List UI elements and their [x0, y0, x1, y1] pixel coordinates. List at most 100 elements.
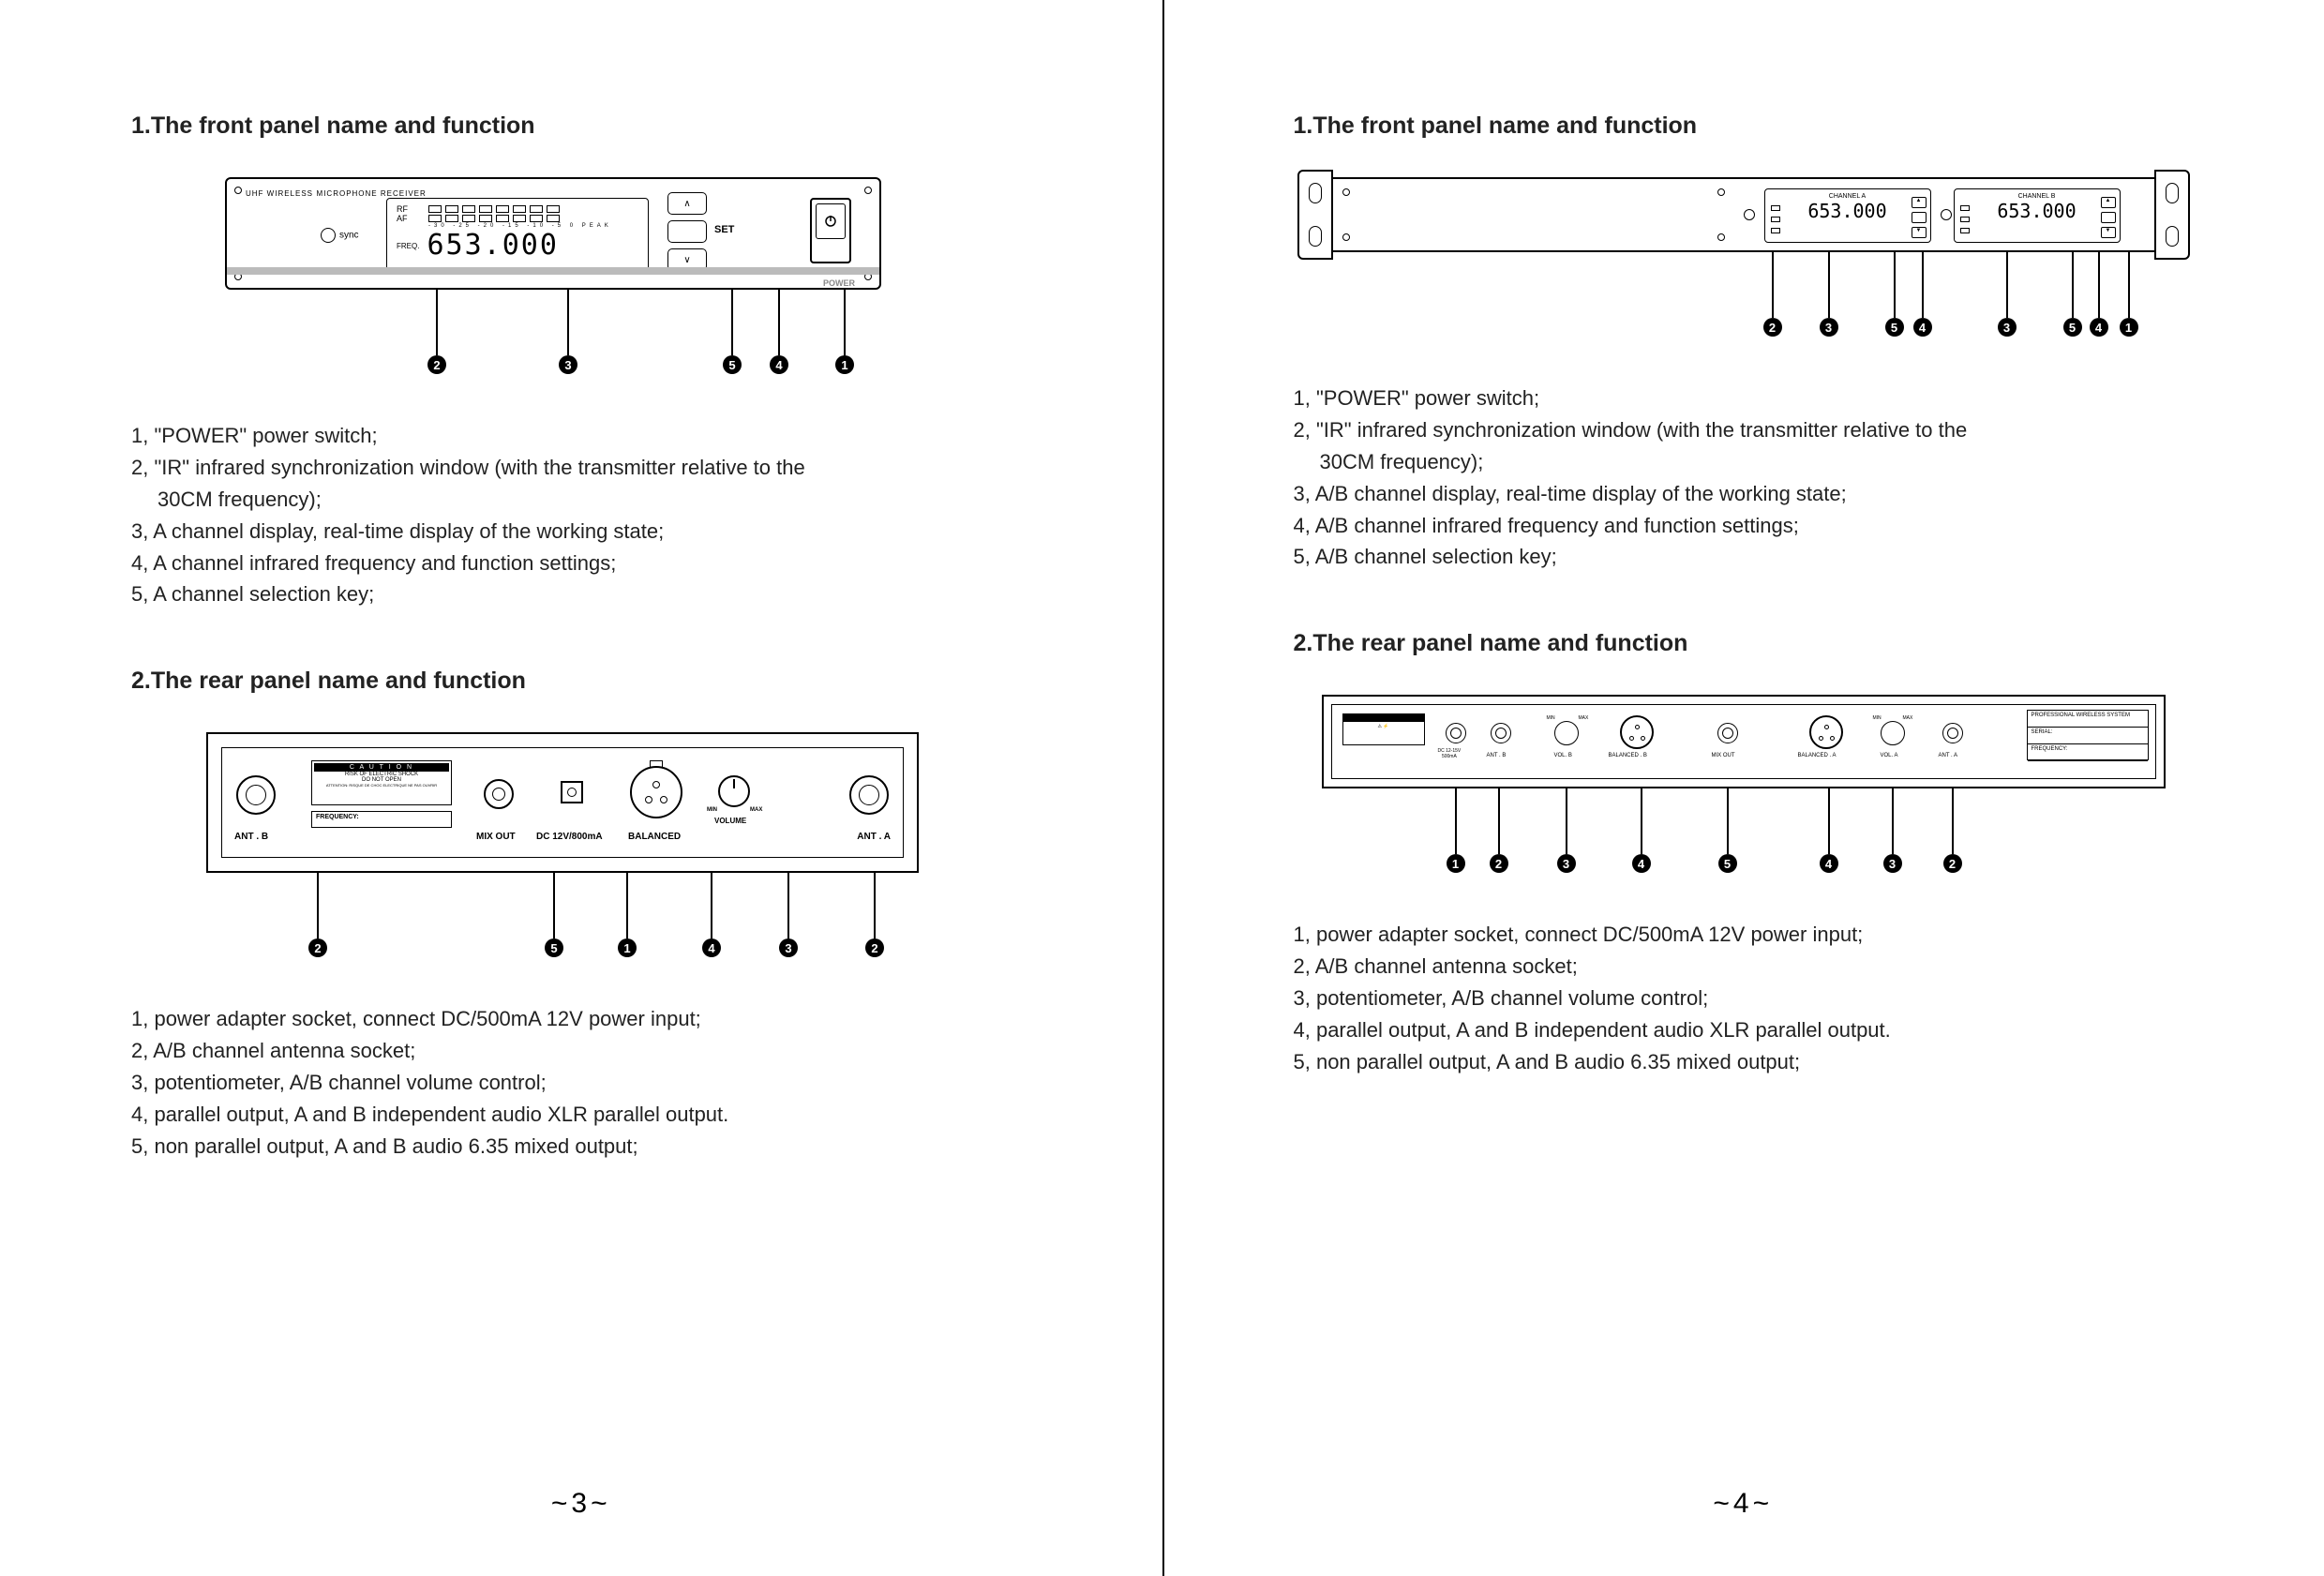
list-item: 5, non parallel output, A and B audio 6.… — [131, 1132, 1031, 1162]
callout-line — [567, 290, 569, 355]
callout-dot: 4 — [1820, 854, 1838, 873]
callout-line — [1772, 252, 1774, 318]
front-panel-1-zone: UHF WIRELESS MICROPHONE RECEIVER sync RF… — [150, 177, 1031, 383]
list-item: 3, A/B channel display, real-time displa… — [1294, 479, 2194, 509]
rack-ear-right — [2154, 170, 2190, 260]
front-panel-2-zone: CHANNEL A 653.000 ▲▼ CHANNEL B 653.000 ▲… — [1312, 177, 2194, 346]
section-2-title-r: 2.The rear panel name and function — [1294, 630, 2194, 657]
list-item: 1, power adapter socket, connect DC/500m… — [1294, 920, 2194, 950]
callout-line — [787, 873, 789, 938]
section-1-title-r: 1.The front panel name and function — [1294, 113, 2194, 140]
rear-panel-2: ⚠ ⚡ DC 12-15V500mA ANT . B VOL. B MIN MA… — [1322, 695, 2166, 788]
callout-dot: 5 — [1885, 318, 1904, 337]
front-callouts-2: 23543541 — [1331, 252, 2194, 346]
sync-a-icon — [1744, 209, 1755, 220]
callout-line — [2098, 252, 2100, 318]
channel-a-display: CHANNEL A 653.000 ▲▼ — [1764, 188, 1931, 243]
page-number-right: ~4~ — [1713, 1488, 1773, 1520]
up-button[interactable]: ∧ — [667, 192, 707, 215]
rack-ear-left — [1297, 170, 1333, 260]
power-switch[interactable] — [810, 198, 851, 263]
list-item: 2, "IR" infrared synchronization window … — [131, 453, 1031, 483]
list-item: 5, non parallel output, A and B audio 6.… — [1294, 1047, 2194, 1077]
callout-line — [711, 873, 712, 938]
front-list-1: 1, "POWER" power switch;2, "IR" infrared… — [131, 421, 1031, 609]
list-item: 4, parallel output, A and B independent … — [1294, 1015, 2194, 1045]
mix-out-2 — [1717, 723, 1738, 743]
list-item: 2, A/B channel antenna socket; — [1294, 952, 2194, 982]
rear-list-1: 1, power adapter socket, connect DC/500m… — [131, 1004, 1031, 1161]
lcd-display: RF AF -30 -25 -20 -15 -10 -5 0 PEAK FREQ… — [386, 198, 649, 273]
callout-line — [1828, 252, 1830, 318]
callout-dot: 2 — [1943, 854, 1962, 873]
set-label: SET — [714, 224, 734, 235]
list-item: 4, parallel output, A and B independent … — [131, 1100, 1031, 1130]
rear-callouts-2: 12345432 — [1322, 788, 2184, 882]
section-2-title: 2.The rear panel name and function — [131, 668, 1031, 695]
callout-line — [1828, 788, 1830, 854]
chan-a-buttons[interactable]: ▲▼ — [1912, 197, 1927, 238]
callout-dot: 4 — [1913, 318, 1932, 337]
callout-line — [778, 290, 780, 355]
vol-b-knob[interactable] — [1554, 721, 1579, 745]
list-item: 3, A channel display, real-time display … — [131, 517, 1031, 547]
callout-line — [2072, 252, 2074, 318]
callout-dot: 2 — [1490, 854, 1508, 873]
list-item: 30CM frequency); — [131, 485, 1031, 515]
callout-dot: 5 — [723, 355, 742, 374]
sync-b-icon — [1941, 209, 1952, 220]
callout-dot: 5 — [545, 938, 563, 957]
callout-line — [317, 873, 319, 938]
info-box: PROFESSIONAL WIRELESS SYSTEM SERIAL: FRE… — [2027, 710, 2149, 760]
callout-dot: 1 — [1447, 854, 1465, 873]
set-button[interactable] — [667, 220, 707, 243]
section-1-title: 1.The front panel name and function — [131, 113, 1031, 140]
vol-a-knob[interactable] — [1881, 721, 1905, 745]
list-item: 1, "POWER" power switch; — [131, 421, 1031, 451]
callout-line — [1922, 252, 1924, 318]
list-item: 5, A/B channel selection key; — [1294, 542, 2194, 572]
callout-dot: 1 — [2120, 318, 2138, 337]
callout-line — [1455, 788, 1457, 854]
callout-line — [553, 873, 555, 938]
callout-line — [1498, 788, 1500, 854]
callout-dot: 2 — [308, 938, 327, 957]
list-item: 3, potentiometer, A/B channel volume con… — [131, 1068, 1031, 1098]
page-right: 1.The front panel name and function CHAN… — [1162, 0, 2324, 1576]
callout-line — [1727, 788, 1729, 854]
rear-panel-2-zone: ⚠ ⚡ DC 12-15V500mA ANT . B VOL. B MIN MA… — [1312, 695, 2194, 882]
callout-dot: 4 — [1632, 854, 1651, 873]
list-item: 1, power adapter socket, connect DC/500m… — [131, 1004, 1031, 1034]
nav-buttons: ∧ ∨ — [667, 192, 707, 277]
callout-line — [844, 290, 846, 355]
front-list-2: 1, "POWER" power switch;2, "IR" infrared… — [1294, 383, 2194, 572]
xlr-jack — [630, 766, 682, 818]
page-number-left: ~3~ — [551, 1488, 611, 1520]
list-item: 4, A/B channel infrared frequency and fu… — [1294, 511, 2194, 541]
callout-dot: 3 — [1998, 318, 2017, 337]
list-item: 2, A/B channel antenna socket; — [131, 1036, 1031, 1066]
sync-icon: sync — [321, 228, 359, 243]
callout-dot: 3 — [779, 938, 798, 957]
page-left: 1.The front panel name and function UHF … — [0, 0, 1162, 1576]
callout-dot: 4 — [770, 355, 788, 374]
callout-dot: 1 — [835, 355, 854, 374]
callout-line — [436, 290, 438, 355]
callout-line — [1641, 788, 1642, 854]
caution-2: ⚠ ⚡ — [1342, 713, 1425, 745]
ant-b-2 — [1491, 723, 1511, 743]
front-panel-1: UHF WIRELESS MICROPHONE RECEIVER sync RF… — [225, 177, 881, 290]
list-item: 3, potentiometer, A/B channel volume con… — [1294, 983, 2194, 1013]
dc-jack — [561, 781, 583, 803]
callout-dot: 4 — [2090, 318, 2108, 337]
callout-dot: 2 — [865, 938, 884, 957]
callout-line — [2006, 252, 2008, 318]
callout-dot: 3 — [1820, 318, 1838, 337]
list-item: 30CM frequency); — [1294, 447, 2194, 477]
chan-b-buttons[interactable]: ▲▼ — [2101, 197, 2116, 238]
callout-line — [874, 873, 876, 938]
ant-a-2 — [1942, 723, 1963, 743]
callout-line — [626, 873, 628, 938]
callout-dot: 3 — [1557, 854, 1576, 873]
callout-dot: 5 — [2063, 318, 2082, 337]
